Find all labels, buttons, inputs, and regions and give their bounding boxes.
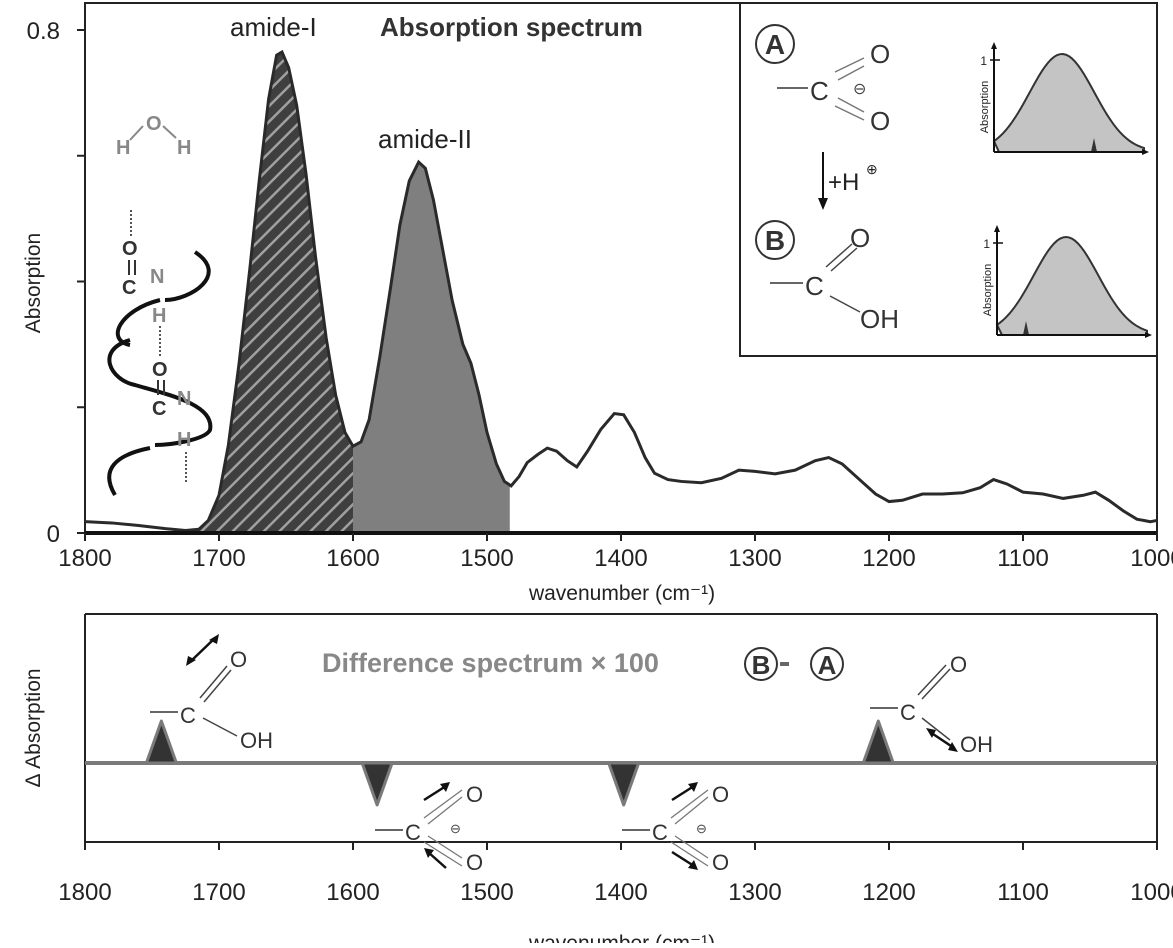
mini-spectrum-a: 1 Absorption	[979, 42, 1149, 155]
x-tick-label: 1500	[460, 545, 513, 572]
svg-text:O: O	[950, 652, 967, 677]
mini-tick-label: 1	[983, 237, 990, 251]
difference-state-b: B	[752, 650, 771, 680]
amide-I-band	[192, 52, 353, 533]
x-tick-label: 1300	[728, 545, 781, 572]
mini-y-label: Absorption	[979, 81, 991, 134]
svg-text:C: C	[810, 76, 829, 106]
svg-text:O: O	[712, 850, 729, 875]
mini-spectra: 1 Absorption 1 Absorption	[979, 42, 1152, 338]
top-y-label: Absorption	[22, 233, 45, 333]
difference-title: Difference spectrum × 100	[322, 648, 659, 678]
svg-text:O: O	[466, 850, 483, 875]
mini-spectrum-b: 1 Absorption	[982, 225, 1152, 338]
negative-band-marker	[360, 761, 394, 807]
amide-ii-label: amide-II	[378, 124, 472, 154]
svg-text:O: O	[152, 359, 168, 381]
svg-text:O: O	[466, 782, 483, 807]
svg-text:+H: +H	[828, 169, 859, 196]
mini-band-marker	[1091, 138, 1097, 152]
protonation-inset: A C O O ⊖ +H ⊕ B C O OH 1 Absorption 1 Abso…	[739, 2, 1158, 357]
x-tick-label: 1400	[594, 545, 647, 572]
svg-text:H: H	[152, 305, 166, 327]
svg-text:O: O	[122, 238, 138, 260]
svg-text:C: C	[652, 820, 668, 845]
svg-text:N: N	[150, 266, 164, 288]
bottom-x-label: wavenumber (cm⁻¹)	[528, 932, 715, 943]
mini-tick-label: 1	[980, 54, 987, 68]
x-tick-label: 1200	[862, 545, 915, 572]
svg-text:C: C	[122, 277, 136, 299]
svg-text:O: O	[712, 782, 729, 807]
x-tick-label: 1100	[997, 879, 1049, 906]
cooh-coh-stretch-diagram: C O OH	[870, 652, 993, 757]
x-tick-label: 1400	[594, 879, 647, 906]
absorption-bands	[192, 52, 510, 533]
svg-text:⊖: ⊖	[853, 81, 866, 98]
x-tick-label: 1800	[58, 879, 111, 906]
svg-text:O: O	[870, 39, 890, 69]
svg-text:N: N	[177, 388, 191, 410]
x-tick-label: 1800	[58, 545, 111, 572]
svg-text:⊖: ⊖	[450, 821, 461, 836]
x-tick-label: 1100	[997, 545, 1049, 572]
difference-bands	[85, 719, 1157, 807]
x-tick-label: 1700	[192, 545, 245, 572]
positive-band-marker	[861, 719, 895, 765]
peptide-helix-diagram: O C N H O C N H	[107, 210, 213, 497]
svg-text:O: O	[850, 223, 870, 253]
cooh-co-stretch-diagram: C O OH	[150, 634, 273, 753]
negative-band-marker	[607, 761, 641, 807]
amide-II-band	[353, 162, 510, 533]
positive-band-marker	[144, 719, 178, 765]
svg-text:⊖: ⊖	[696, 821, 707, 836]
svg-text:OH: OH	[960, 732, 993, 757]
water-molecule: H O H	[116, 113, 191, 159]
coo-sym-stretch-diagram: C O O ⊖	[622, 782, 729, 875]
svg-text:⊕: ⊕	[866, 161, 878, 177]
bottom-y-label: Δ Absorption	[22, 668, 45, 787]
svg-text:C: C	[900, 700, 916, 725]
absorption-spectrum-line	[84, 49, 1158, 532]
svg-text:O: O	[146, 113, 162, 135]
coo-antisym-stretch-diagram: C O O ⊖	[375, 782, 483, 875]
svg-text:O: O	[230, 647, 247, 672]
top-x-label: wavenumber (cm⁻¹)	[528, 582, 715, 605]
svg-text:O: O	[870, 106, 890, 136]
top-chart-title: Absorption spectrum	[380, 12, 643, 42]
svg-text:H: H	[177, 429, 191, 451]
svg-text:H: H	[116, 137, 130, 159]
x-tick-label: 1700	[192, 879, 245, 906]
y-tick-label: 0	[47, 521, 60, 548]
x-tick-label: 1600	[326, 545, 379, 572]
svg-text:H: H	[177, 137, 191, 159]
x-tick-label: 1300	[728, 879, 781, 906]
svg-text:C: C	[180, 703, 196, 728]
x-tick-label: 1200	[862, 879, 915, 906]
svg-text:OH: OH	[240, 728, 273, 753]
svg-text:OH: OH	[860, 304, 899, 334]
difference-state-a: A	[818, 650, 837, 680]
amide-i-label: amide-I	[230, 12, 317, 42]
y-tick-label: 0.8	[27, 18, 60, 45]
x-tick-label: 1500	[460, 879, 513, 906]
svg-text:C: C	[405, 820, 421, 845]
svg-text:C: C	[805, 271, 824, 301]
state-b-label: B	[765, 225, 785, 256]
svg-text:C: C	[152, 398, 166, 420]
mini-band-marker	[1023, 321, 1029, 335]
x-tick-label: 1600	[326, 879, 379, 906]
mini-y-label: Absorption	[982, 264, 994, 317]
state-a-label: A	[765, 29, 785, 60]
